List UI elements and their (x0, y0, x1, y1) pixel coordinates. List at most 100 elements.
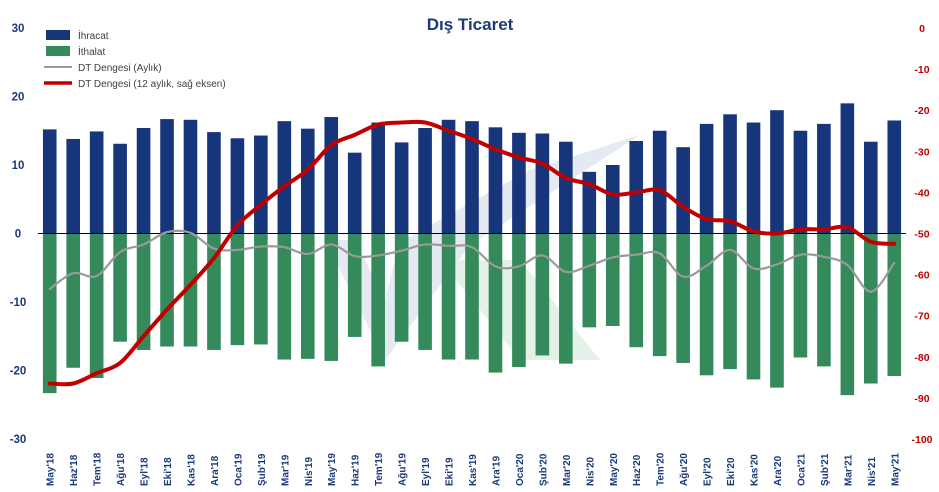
import-bar (488, 233, 503, 373)
export-bar (676, 147, 690, 234)
export-bar (371, 122, 385, 234)
x-tick-label: Oca'21 (796, 453, 807, 486)
import-bar (723, 233, 737, 370)
export-bar (89, 131, 104, 234)
x-tick-label: Haz'19 (351, 454, 362, 486)
y-right-tick-label: -30 (914, 146, 929, 158)
import-bar (66, 233, 80, 368)
y-left-tick-label: 20 (12, 92, 25, 104)
legend-label: İthalat (78, 45, 105, 58)
trade-balance-12m-line (47, 119, 897, 387)
export-bar (254, 135, 268, 234)
import-bar (605, 233, 620, 326)
export-bar (793, 130, 808, 234)
legend-label: DT Dengesi (12 aylık, sağ eksen) (78, 79, 226, 90)
x-tick-label: Oca'20 (515, 453, 526, 486)
y-right-tick-label: -40 (914, 187, 929, 199)
export-bar (817, 123, 831, 234)
export-bar (629, 141, 644, 234)
export-bar (746, 122, 761, 234)
export-bar (441, 119, 456, 234)
x-tick-label: May'18 (46, 453, 57, 486)
x-tick-label: May'20 (609, 453, 620, 486)
bar-series (42, 103, 902, 396)
import-bar (512, 233, 526, 368)
x-tick-label: Eyl'20 (703, 457, 714, 486)
y-axis-right: 0 -10 -20 -30 -40 -50 -60 -70 -80 -90 -100 (911, 23, 932, 446)
export-bar (512, 132, 526, 234)
x-tick-label: Kas'19 (468, 454, 479, 486)
x-tick-label: Tem'18 (93, 452, 104, 486)
x-tick-label: May'21 (890, 453, 901, 486)
x-tick-label: Nis'20 (585, 456, 596, 486)
import-bar (136, 233, 151, 350)
export-bar (42, 129, 57, 234)
x-tick-label: Nis'19 (304, 456, 315, 486)
export-bar (66, 138, 80, 234)
import-bar (160, 233, 174, 347)
import-bar (840, 233, 855, 396)
export-bar (113, 143, 127, 234)
y-left-tick-label: 10 (12, 160, 25, 172)
legend-label: İhracat (78, 29, 109, 42)
import-bar (629, 233, 644, 348)
legend-swatch (46, 46, 70, 56)
x-tick-label: Haz'18 (69, 454, 80, 486)
import-bar (699, 233, 714, 376)
x-tick-label: Tem'20 (656, 452, 667, 486)
export-bar (864, 141, 878, 234)
x-tick-label: Kas'18 (186, 454, 197, 486)
x-tick-label: Eyl'18 (140, 457, 151, 486)
import-bar (441, 233, 456, 360)
x-tick-label: Eyl'19 (421, 457, 432, 486)
y-right-tick-label: -10 (914, 64, 929, 76)
import-bar (324, 233, 339, 361)
x-tick-label: Eki'18 (163, 457, 174, 486)
export-bar (324, 117, 339, 234)
import-bar (113, 233, 127, 342)
export-bar (770, 110, 784, 234)
x-tick-label: Oca'19 (233, 453, 244, 486)
export-bar (394, 142, 409, 234)
export-bar (723, 114, 737, 234)
import-bar (770, 233, 784, 388)
import-bar (347, 233, 362, 337)
y-right-tick-label: -100 (911, 434, 932, 446)
x-tick-label: Ara'18 (210, 455, 221, 486)
import-bar (418, 233, 432, 350)
export-bar (347, 152, 362, 234)
import-bar (230, 233, 245, 346)
x-axis: May'18 Haz'18 Tem'18 Ağu'18 Eyl'18 Eki'18 Kas'… (46, 452, 902, 486)
trade-balance-monthly-line (48, 229, 896, 293)
export-bar (183, 119, 198, 234)
export-bar (840, 103, 855, 234)
export-bar (207, 132, 221, 234)
import-bar (793, 233, 808, 358)
y-left-tick-label: 30 (12, 23, 25, 35)
x-tick-label: Ağu'20 (679, 453, 690, 486)
export-bar (488, 127, 503, 234)
import-bar (864, 233, 878, 384)
export-bar (277, 121, 292, 234)
import-bar (394, 233, 409, 342)
y-right-tick-label: -20 (914, 105, 929, 117)
legend: İhracat İthalat DT Dengesi (Aylık) DT Denge… (44, 29, 226, 90)
x-tick-label: Şub'21 (820, 453, 831, 486)
y-right-tick-label: -60 (914, 270, 929, 282)
x-tick-label: Nis'21 (867, 456, 878, 486)
chart-title: Dış Ticaret (427, 15, 514, 34)
x-tick-label: Ağu'19 (398, 453, 409, 486)
y-right-tick-label: 0 (919, 23, 925, 35)
x-tick-label: Şub'19 (257, 453, 268, 486)
export-bar (559, 141, 573, 234)
y-right-tick-label: -50 (914, 229, 929, 241)
legend-swatch (46, 30, 70, 40)
import-bar (582, 233, 597, 328)
import-bar (652, 233, 667, 357)
import-bar (746, 233, 761, 380)
import-bar (465, 233, 479, 360)
x-tick-label: Eki'20 (726, 457, 737, 486)
x-tick-label: Ağu'18 (116, 453, 127, 486)
import-bar (89, 233, 104, 379)
